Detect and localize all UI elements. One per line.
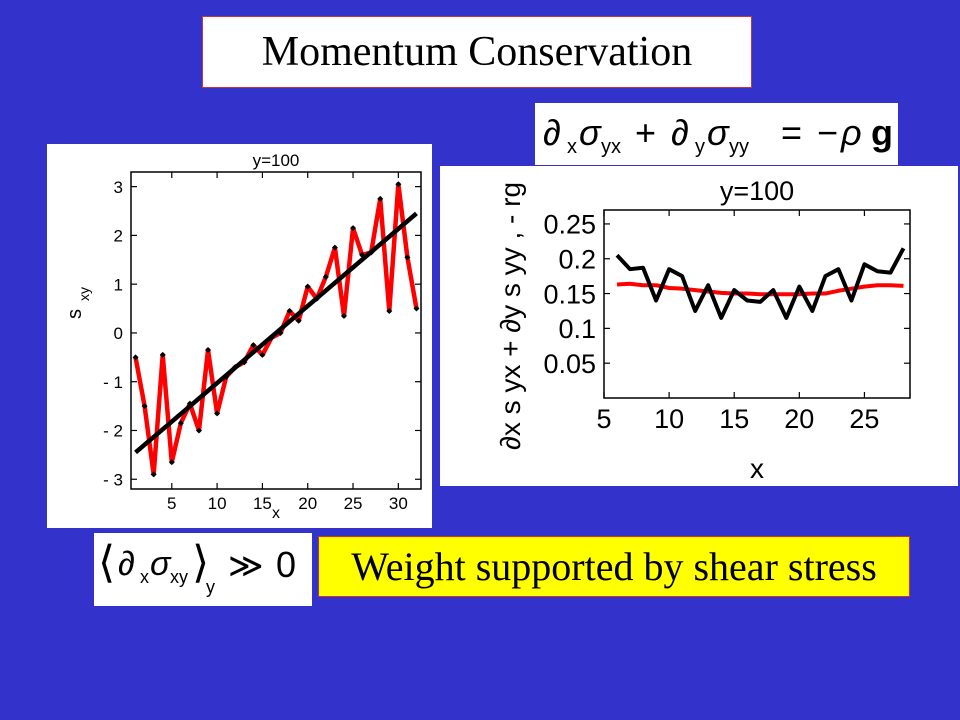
eq-bottom-sub-3: y (206, 577, 215, 597)
eq-top-partial-1: ∂ (543, 112, 561, 153)
chart-title: y=100 (253, 151, 300, 170)
data-point (205, 347, 212, 354)
equation-momentum-balance-svg: ∂ x σ yx + ∂ y σ yy = − ρ g (543, 112, 893, 158)
y-tick-label: 0.2 (558, 244, 596, 274)
data-point (214, 410, 221, 417)
y-tick-label: 0.1 (558, 314, 596, 344)
eq-bottom-relation: ≫ (228, 547, 264, 585)
eq-bottom-sub-1: x (140, 567, 149, 587)
equation-average-shear: ⟨ ∂ x σ xy ⟩ y ≫ 0 (94, 533, 312, 606)
x-tick-label: 20 (784, 404, 814, 434)
data-point (386, 307, 393, 314)
y-tick-label: 3 (114, 178, 123, 197)
data-point (286, 307, 293, 314)
divergence-chart: y=100 5 10 15 20 25 0.25 0.2 0.15 0.1 0.05 x ∂x s yx… (440, 166, 958, 486)
data-point (177, 420, 184, 427)
x-tick-label: 15 (253, 494, 272, 513)
y-tick-label: 1 (114, 275, 123, 294)
page-title: Momentum Conservation (261, 29, 693, 75)
x-tick-label: 15 (719, 404, 749, 434)
data-point (322, 273, 329, 280)
caption-box: Weight supported by shear stress (318, 536, 910, 597)
y-tick-label: - 3 (103, 470, 123, 489)
eq-top-partial-2: ∂ (671, 112, 689, 153)
x-tick-label: 10 (208, 494, 227, 513)
y-axis-label-subscript: xy (76, 287, 92, 301)
series-line-0 (133, 181, 419, 477)
equation-momentum-balance: ∂ x σ yx + ∂ y σ yy = − ρ g (535, 103, 898, 165)
data-point (195, 427, 202, 434)
data-point (350, 225, 357, 232)
y-tick-label: 0.15 (543, 279, 596, 309)
y-tick-label: 0.05 (543, 349, 596, 379)
eq-top-sub-3: y (695, 136, 705, 158)
y-tick-label: 0.25 (543, 210, 596, 240)
equation-average-shear-svg: ⟨ ∂ x σ xy ⟩ y ≫ 0 (98, 538, 296, 597)
y-axis-label: ∂x s yx + ∂y s yy , - rg (495, 182, 526, 450)
data-point (413, 305, 420, 312)
data-point (141, 403, 148, 410)
x-tick-label: 25 (344, 494, 363, 513)
eq-bottom-zero: 0 (276, 544, 296, 585)
eq-bottom-close-bracket: ⟩ (192, 538, 209, 587)
plot-frame (603, 209, 911, 399)
eq-top-g: g (871, 112, 893, 153)
eq-top-sub-1: x (567, 136, 577, 158)
data-point (259, 351, 266, 358)
eq-bottom-sigma: σ (150, 545, 172, 583)
data-point (340, 312, 347, 319)
series-line-1 (134, 211, 418, 455)
data-point (159, 351, 166, 358)
caption-text: Weight supported by shear stress (351, 544, 877, 589)
data-point (395, 181, 402, 188)
eq-top-sub-4: yy (729, 136, 749, 158)
y-axis-label: s (64, 309, 86, 319)
eq-bottom-sub-2: xy (170, 567, 188, 587)
x-tick-label: 25 (849, 404, 879, 434)
eq-top-sigma-2: σ (707, 112, 730, 153)
x-tick-label: 5 (167, 494, 176, 513)
eq-top-equals: = (781, 112, 802, 153)
data-point (250, 342, 257, 349)
y-tick-label: - 2 (103, 422, 123, 441)
chart-title: y=100 (720, 176, 794, 206)
x-tick-label: 30 (389, 494, 408, 513)
series-line-1 (615, 247, 906, 320)
eq-top-plus: + (635, 112, 656, 153)
data-point (331, 244, 338, 251)
eq-top-minus: − (817, 112, 838, 153)
eq-top-sub-2: yx (601, 136, 621, 158)
x-axis-label: x (750, 453, 764, 484)
data-point (304, 283, 311, 290)
eq-bottom-open-bracket: ⟨ (98, 538, 115, 587)
divergence-chart-svg: y=100 5 10 15 20 25 0.25 0.2 0.15 0.1 0.05 x ∂x s yx… (495, 176, 911, 484)
eq-bottom-partial: ∂ (118, 545, 135, 583)
data-point (404, 254, 411, 261)
data-point (295, 317, 302, 324)
eq-top-sigma-1: σ (579, 112, 602, 153)
x-tick-label: 20 (298, 494, 317, 513)
x-tick-label: 10 (654, 404, 684, 434)
data-point (168, 459, 175, 466)
y-tick-label: 2 (114, 227, 123, 246)
plot-frame (130, 171, 422, 490)
x-axis-label: x (272, 505, 280, 522)
shear-stress-chart: y=100 5 10 15 20 25 30 3 2 1 0- 1- 2- 3 x s xy (47, 144, 432, 528)
eq-top-rho: ρ (840, 112, 862, 153)
data-point (150, 471, 157, 478)
data-point (132, 354, 139, 361)
y-tick-label: 0 (114, 324, 123, 343)
y-tick-label: - 1 (103, 373, 123, 392)
title-box: Momentum Conservation (202, 16, 752, 88)
data-point (377, 195, 384, 202)
x-tick-label: 5 (596, 404, 611, 434)
